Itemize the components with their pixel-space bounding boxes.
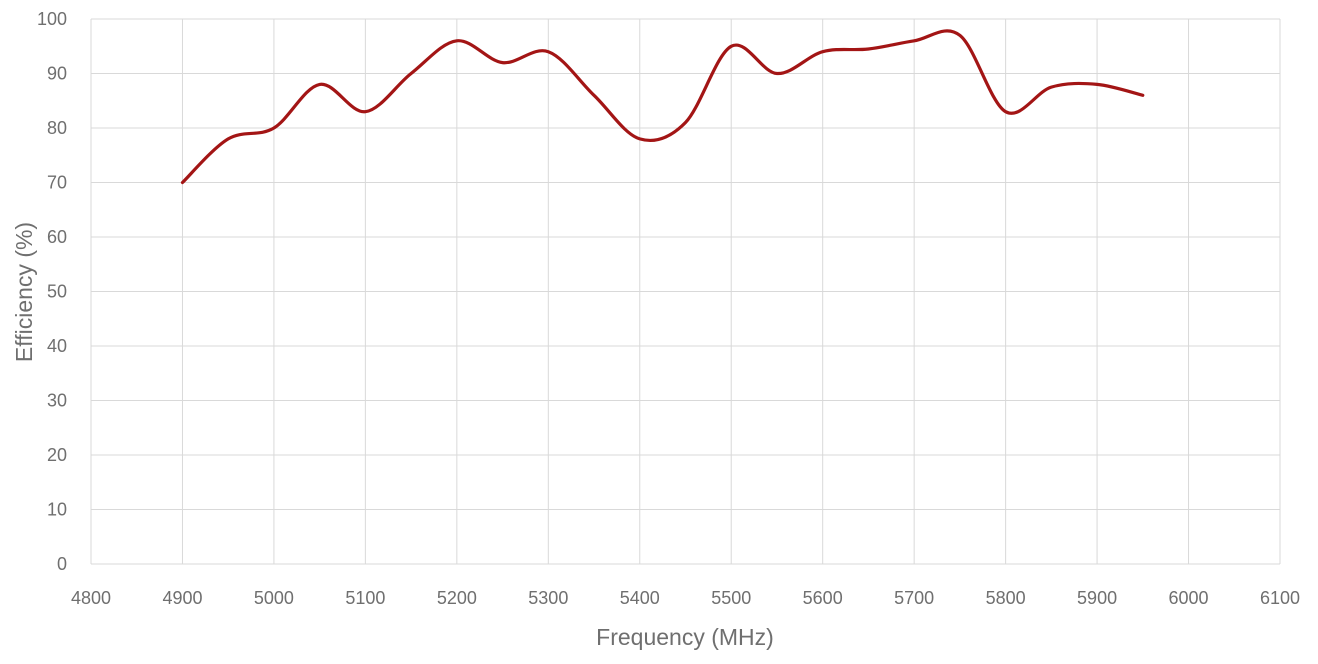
x-tick-label: 5500 [711, 588, 751, 608]
y-tick-label: 20 [47, 445, 67, 465]
y-tick-label: 60 [47, 227, 67, 247]
y-tick-label: 40 [47, 336, 67, 356]
x-tick-label: 4800 [71, 588, 111, 608]
y-axis-ticks: 0 10 20 30 40 50 60 70 80 90 100 [37, 9, 67, 574]
x-axis-ticks: 4800 4900 5000 5100 5200 5300 5400 5500 5600 5700… [71, 588, 1300, 608]
series-layer [180, 29, 1145, 185]
x-tick-label: 5200 [437, 588, 477, 608]
x-axis-title: Frequency (MHz) [596, 624, 774, 650]
x-tick-label: 5900 [1077, 588, 1117, 608]
y-tick-label: 80 [47, 118, 67, 138]
x-tick-label: 5300 [528, 588, 568, 608]
gridlines [90, 18, 1281, 565]
y-tick-label: 100 [37, 9, 67, 29]
x-tick-label: 5700 [894, 588, 934, 608]
efficiency-series-line [180, 29, 1145, 185]
x-tick-label: 6000 [1169, 588, 1209, 608]
y-tick-label: 30 [47, 391, 67, 411]
y-tick-label: 90 [47, 64, 67, 84]
x-tick-label: 5400 [620, 588, 660, 608]
y-tick-label: 50 [47, 282, 67, 302]
y-tick-label: 70 [47, 173, 67, 193]
x-tick-label: 5600 [803, 588, 843, 608]
y-tick-label: 0 [57, 554, 67, 574]
x-tick-label: 6100 [1260, 588, 1300, 608]
y-axis-title: Efficiency (%) [11, 222, 37, 362]
x-tick-label: 5800 [986, 588, 1026, 608]
y-tick-label: 10 [47, 500, 67, 520]
x-tick-label: 5000 [254, 588, 294, 608]
x-tick-label: 4900 [162, 588, 202, 608]
x-tick-label: 5100 [345, 588, 385, 608]
